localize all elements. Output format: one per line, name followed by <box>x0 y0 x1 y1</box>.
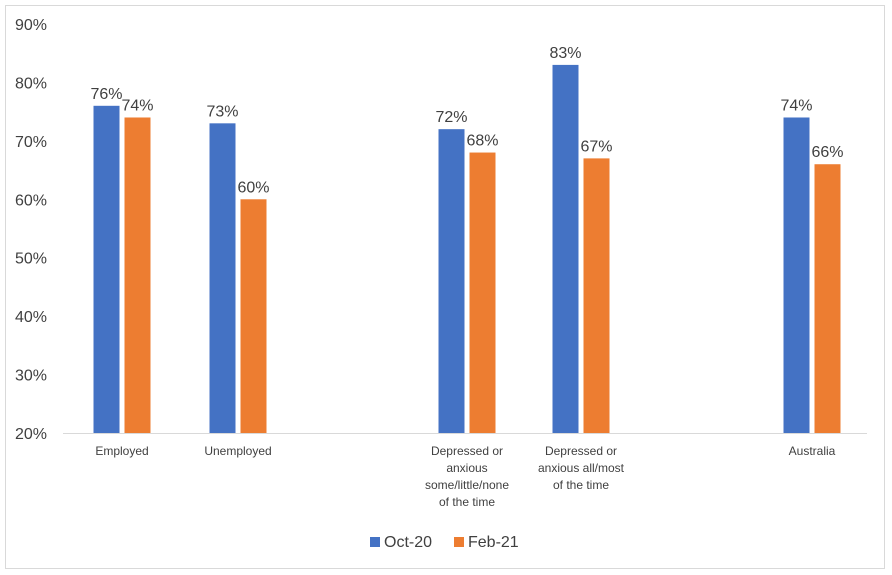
data-label: 72% <box>435 109 467 126</box>
bar-oct-20 <box>93 105 120 434</box>
bar-oct-20 <box>438 129 465 433</box>
x-category-label: Unemployed <box>204 444 271 458</box>
bar-oct-20 <box>209 123 236 433</box>
bar-oct-20 <box>783 117 810 433</box>
data-label: 74% <box>780 97 812 114</box>
bar-feb-21 <box>814 164 841 433</box>
x-category-label: of the time <box>439 495 495 509</box>
bar-feb-21 <box>583 158 610 433</box>
legend-label: Feb-21 <box>468 534 519 551</box>
bar-oct-20 <box>552 64 579 434</box>
bar-feb-21 <box>469 152 496 434</box>
data-label: 66% <box>811 144 843 161</box>
x-category-label: some/little/none <box>425 478 509 492</box>
x-category-label: anxious all/most <box>538 461 625 475</box>
legend-swatch-feb-21 <box>454 537 464 547</box>
x-category-label: Depressed or <box>545 444 617 458</box>
data-label: 60% <box>237 179 269 196</box>
y-tick-label: 30% <box>15 368 47 385</box>
legend-swatch-oct-20 <box>370 537 380 547</box>
x-category-label: Australia <box>789 444 836 458</box>
y-tick-label: 50% <box>15 251 47 268</box>
data-label: 73% <box>206 103 238 120</box>
y-tick-label: 90% <box>15 17 47 34</box>
x-category-label: of the time <box>553 478 609 492</box>
y-tick-label: 60% <box>15 192 47 209</box>
legend-label: Oct-20 <box>384 534 432 551</box>
data-label: 76% <box>90 86 122 103</box>
y-tick-label: 20% <box>15 426 47 443</box>
bar-feb-21 <box>124 117 151 433</box>
data-label: 67% <box>580 138 612 155</box>
y-tick-label: 80% <box>15 75 47 92</box>
data-label: 68% <box>466 133 498 150</box>
data-label: 74% <box>121 97 153 114</box>
y-tick-label: 70% <box>15 134 47 151</box>
y-tick-label: 40% <box>15 309 47 326</box>
x-category-label: Employed <box>95 444 148 458</box>
data-label: 83% <box>549 45 581 62</box>
x-category-label: Depressed or <box>431 444 503 458</box>
x-category-label: anxious <box>446 461 487 475</box>
bar-feb-21 <box>240 199 267 433</box>
